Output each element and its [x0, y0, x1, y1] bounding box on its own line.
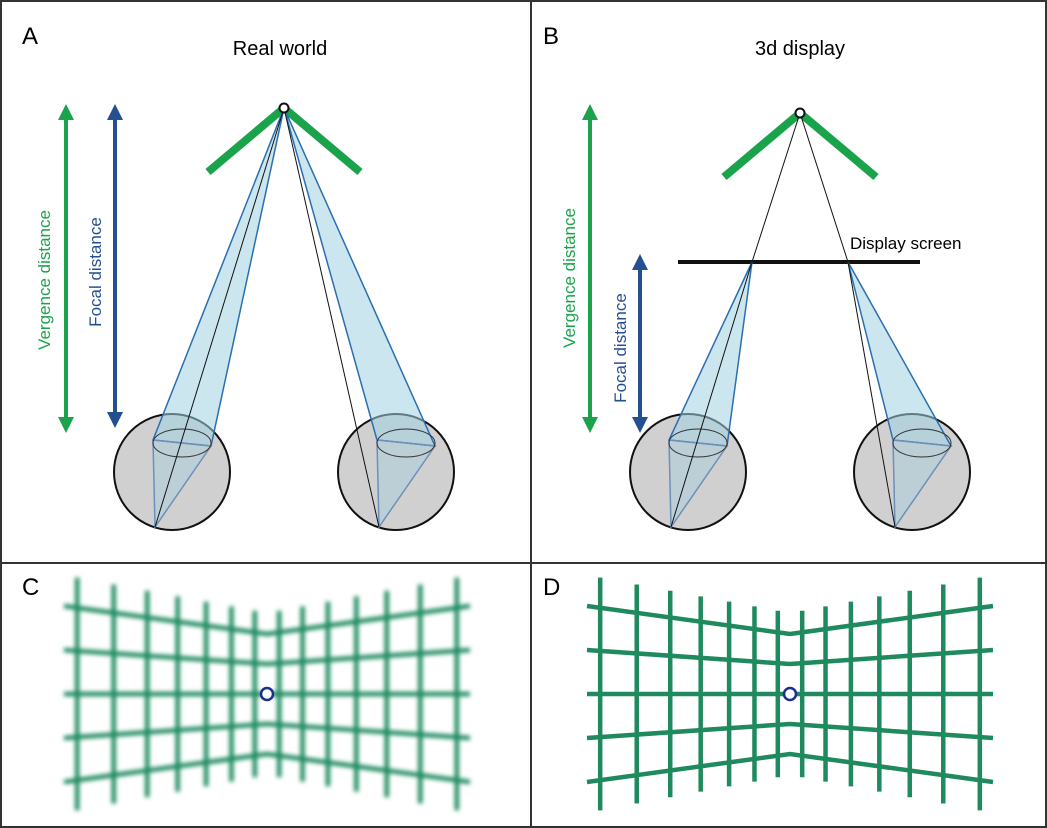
panel-letter: A [22, 23, 38, 50]
vergence-label: Vergence distance [560, 208, 579, 348]
panel-letter: D [543, 574, 560, 601]
vergence-label: Vergence distance [35, 210, 54, 350]
grid-h [64, 754, 470, 782]
grid-h [64, 650, 470, 664]
fixation-point [784, 688, 796, 700]
focal-label: Focal distance [611, 293, 630, 403]
object [208, 108, 360, 172]
grid-h [587, 754, 993, 782]
figure: A Real world Vergence distance Focal dis… [0, 0, 1047, 828]
panel-a: A Real world Vergence distance Focal dis… [22, 23, 454, 530]
fixation-point [280, 104, 289, 113]
screen-label: Display screen [850, 234, 962, 253]
panel-b: B 3d display Vergence distance Focal dis… [543, 23, 970, 530]
grid-h [587, 650, 993, 664]
focal-label: Focal distance [86, 217, 105, 327]
panel-title: 3d display [755, 38, 845, 60]
panel-letter: C [22, 574, 39, 601]
grid-h [64, 724, 470, 738]
fixation-point [796, 109, 805, 118]
light-cone [284, 108, 435, 446]
panel-title: Real world [233, 38, 327, 60]
grid-h [587, 606, 993, 634]
object [724, 113, 876, 177]
light-cone [669, 262, 752, 446]
light-cone [848, 262, 951, 446]
grid-h [64, 606, 470, 634]
panel-letter: B [543, 23, 559, 50]
grid-h [587, 724, 993, 738]
fixation-point [261, 688, 273, 700]
